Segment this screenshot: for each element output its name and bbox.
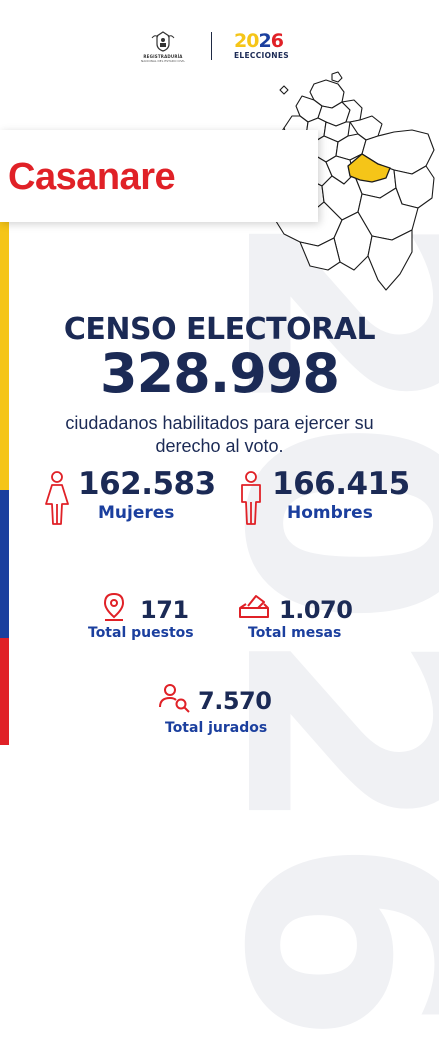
elecciones-logo: 2026 ELECCIONES bbox=[234, 30, 304, 61]
jurado-search-icon bbox=[159, 684, 190, 713]
year-digits-1: 20 bbox=[234, 30, 259, 52]
flag-stripe-yellow bbox=[0, 222, 9, 490]
year-digits-2: 2 bbox=[258, 30, 271, 52]
main-content: CENSO ELECTORAL 328.998 ciudadanos habil… bbox=[45, 312, 410, 736]
censo-description: ciudadanos habilitados para ejercer su d… bbox=[65, 413, 374, 456]
registraduria-subtitle: NACIONAL DEL ESTADO CIVIL bbox=[140, 59, 185, 63]
jurados-label: Total jurados bbox=[165, 720, 268, 736]
flag-stripe-blue bbox=[0, 490, 9, 638]
mujeres-value: 162.583 bbox=[78, 466, 216, 502]
mesas-value: 1.070 bbox=[279, 596, 353, 624]
registraduria-name: REGISTRADURÍA bbox=[143, 54, 183, 59]
woman-icon bbox=[45, 471, 69, 525]
registraduria-seal-icon bbox=[151, 31, 175, 52]
year-digits-3: 6 bbox=[270, 30, 284, 52]
censo-total: 328.998 bbox=[100, 342, 340, 405]
department-title-box: Casanare bbox=[0, 130, 318, 222]
hombres-value: 166.415 bbox=[272, 466, 410, 502]
elecciones-label: ELECCIONES bbox=[234, 51, 290, 60]
puestos-value: 171 bbox=[140, 596, 189, 624]
puestos-label: Total puestos bbox=[88, 625, 194, 641]
department-name: Casanare bbox=[8, 156, 176, 198]
header-divider bbox=[211, 32, 212, 60]
man-icon bbox=[241, 471, 261, 525]
location-pin-icon bbox=[103, 592, 125, 621]
casanare-region bbox=[347, 153, 391, 183]
elecciones-year: 2026 bbox=[234, 30, 284, 52]
jurados-value: 7.570 bbox=[198, 687, 272, 715]
censo-label: CENSO ELECTORAL bbox=[63, 312, 376, 347]
ballot-box-icon bbox=[239, 595, 269, 618]
flag-stripe-red bbox=[0, 638, 9, 745]
header: REGISTRADURÍA NACIONAL DEL ESTADO CIVIL … bbox=[0, 30, 439, 63]
hombres-label: Hombres bbox=[287, 503, 373, 523]
mujeres-label: Mujeres bbox=[98, 503, 175, 523]
registraduria-logo: REGISTRADURÍA NACIONAL DEL ESTADO CIVIL bbox=[135, 30, 191, 63]
mesas-label: Total mesas bbox=[248, 625, 342, 641]
